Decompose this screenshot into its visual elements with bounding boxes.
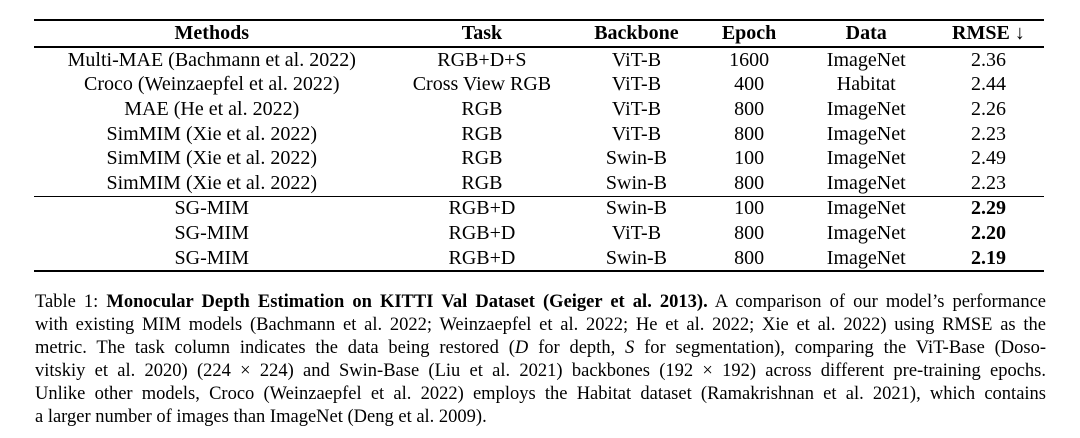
table-cell-backbone: ViT-B [611, 122, 662, 145]
caption-text: S [625, 338, 635, 358]
table-cell-task: RGB [461, 122, 503, 145]
table-caption: Table 1: Monocular Depth Estimation on K… [35, 291, 1046, 429]
table-cell-methods: SG-MIM [174, 221, 249, 244]
table-row: Multi-MAE (Bachmann et al. 2022) RGB+D+S V… [34, 47, 1044, 73]
table-cell-task: RGB+D+S [437, 48, 527, 71]
table-cell-methods: Multi-MAE (Bachmann et al. 2022) [67, 48, 356, 71]
table-row: SG-MIM RGB+D ViT-B 800 ImageNet 2.20 [34, 221, 1044, 246]
table-cell-backbone: Swin-B [574, 245, 699, 273]
table-cell-methods: SG-MIM [34, 245, 390, 273]
table-cell-rmse: 2.23 [970, 171, 1006, 194]
table-cell-data: Habitat [836, 73, 896, 96]
table-cell-task: Cross View RGB [412, 73, 552, 96]
caption-text: a larger number of images than ImageNet … [35, 407, 487, 427]
table-cell-data: ImageNet [826, 48, 906, 71]
table-row: SimMIM (Xie et al. 2022) RGB ViT-B 800 Image… [34, 122, 1044, 147]
table-cell-backbone: ViT-B [611, 97, 662, 120]
caption-text: vitskiy et al. 2020) (224 × 224) and Swi… [35, 361, 1046, 381]
column-header-rmse: RMSE ↓ [932, 19, 1044, 48]
table-cell-data: ImageNet [826, 122, 906, 145]
table-cell-data: ImageNet [826, 221, 906, 244]
caption-text: with existing MIM models (Bachmann et al… [35, 315, 1046, 335]
table-cell-methods: SimMIM (Xie et al. 2022) [106, 122, 318, 145]
table-cell-backbone: Swin-B [605, 147, 668, 170]
table-cell-rmse: 2.23 [970, 122, 1006, 145]
table-cell-backbone: ViT-B [611, 48, 662, 71]
column-header-backbone: Backbone [574, 19, 699, 48]
table-cell-epoch: 100 [734, 147, 765, 170]
table-cell-task: RGB [461, 171, 503, 194]
column-header-data: Data [799, 19, 933, 48]
table-cell-data: ImageNet [799, 195, 933, 222]
table-cell-epoch: 800 [734, 221, 765, 244]
table-header-row: Methods Task Backbone Epoch Data RMSE ↓ [34, 19, 1044, 48]
caption-text: D [514, 338, 529, 358]
table-cell-data: ImageNet [826, 171, 906, 194]
table-cell-rmse: 2.36 [970, 48, 1006, 71]
table-cell-methods: MAE (He et al. 2022) [124, 97, 300, 120]
table-cell-methods: SG-MIM [34, 195, 390, 222]
table-cell-backbone: ViT-B [611, 221, 662, 244]
caption-line: with existing MIM models (Bachmann et al… [35, 314, 1046, 337]
caption-text: Table 1: [35, 292, 107, 312]
caption-text: for segmentation), comparing the ViT-Bas… [634, 338, 1046, 358]
table-cell-task: RGB+D [448, 221, 516, 244]
caption-text: metric. The task column indicates the da… [35, 338, 515, 358]
table-cell-epoch: 1600 [729, 48, 770, 71]
table-cell-epoch: 800 [734, 171, 765, 194]
table-cell-methods: SimMIM (Xie et al. 2022) [106, 147, 318, 170]
table-cell-data: ImageNet [826, 147, 906, 170]
table-cell-task: RGB+D [389, 195, 575, 222]
table-cell-backbone: Swin-B [574, 195, 699, 222]
caption-line: metric. The task column indicates the da… [35, 337, 1046, 360]
table-cell-task: RGB+D [389, 245, 575, 273]
table-cell-task: RGB [461, 97, 503, 120]
table-cell-data: ImageNet [826, 97, 906, 120]
caption-line: Table 1: Monocular Depth Estimation on K… [35, 291, 1046, 314]
table-row: SimMIM (Xie et al. 2022) RGB Swin-B 800 Imag… [34, 171, 1044, 196]
table-cell-methods: Croco (Weinzaepfel et al. 2022) [84, 73, 340, 96]
column-header-methods: Methods [34, 19, 390, 48]
table-cell-rmse: 2.26 [970, 97, 1006, 120]
caption-line: Unlike other models, Croco (Weinzaepfel … [35, 383, 1046, 406]
table-cell-rmse: 2.49 [970, 147, 1006, 170]
table-row: SG-MIM RGB+D Swin-B 800 ImageNet 2.19 [34, 245, 1044, 273]
table-row: SimMIM (Xie et al. 2022) RGB Swin-B 100 Imag… [34, 146, 1044, 171]
table-cell-rmse: 2.20 [970, 221, 1006, 244]
table-cell-rmse: 2.29 [932, 195, 1044, 222]
table-body: Multi-MAE (Bachmann et al. 2022) RGB+D+S V… [34, 47, 1044, 273]
caption-line: a larger number of images than ImageNet … [35, 406, 1046, 429]
table-cell-rmse: 2.44 [970, 73, 1006, 96]
caption-text: Monocular Depth Estimation on KITTI Val … [106, 292, 708, 312]
caption-text: A comparison of our model’s performance [707, 292, 1046, 312]
table-cell-rmse: 2.19 [932, 245, 1044, 273]
column-header-task: Task [389, 19, 575, 48]
table-cell-epoch: 800 [734, 97, 765, 120]
table-cell-methods: SimMIM (Xie et al. 2022) [106, 171, 318, 194]
caption-text: Unlike other models, Croco (Weinzaepfel … [35, 384, 1046, 404]
table-row: Croco (Weinzaepfel et al. 2022) Cross Vie… [34, 73, 1044, 98]
caption-text: for depth, [528, 338, 626, 358]
column-header-epoch: Epoch [698, 19, 800, 48]
caption-line: vitskiy et al. 2020) (224 × 224) and Swi… [35, 360, 1046, 383]
table-row: SG-MIM RGB+D Swin-B 100 ImageNet 2.29 [34, 195, 1044, 222]
table-cell-backbone: ViT-B [611, 73, 662, 96]
table-cell-backbone: Swin-B [605, 171, 668, 194]
table-cell-task: RGB [461, 147, 503, 170]
table-row: MAE (He et al. 2022) RGB ViT-B 800 ImageNet 2… [34, 97, 1044, 122]
table-cell-data: ImageNet [799, 245, 933, 273]
results-table: Methods Task Backbone Epoch Data RMSE ↓ Multi… [34, 19, 1044, 273]
results-table-container: Methods Task Backbone Epoch Data RMSE ↓ Multi… [34, 19, 1044, 273]
table-cell-epoch: 800 [734, 122, 765, 145]
table-cell-epoch: 400 [734, 73, 765, 96]
table-cell-epoch: 100 [698, 195, 800, 222]
table-cell-epoch: 800 [698, 245, 800, 273]
